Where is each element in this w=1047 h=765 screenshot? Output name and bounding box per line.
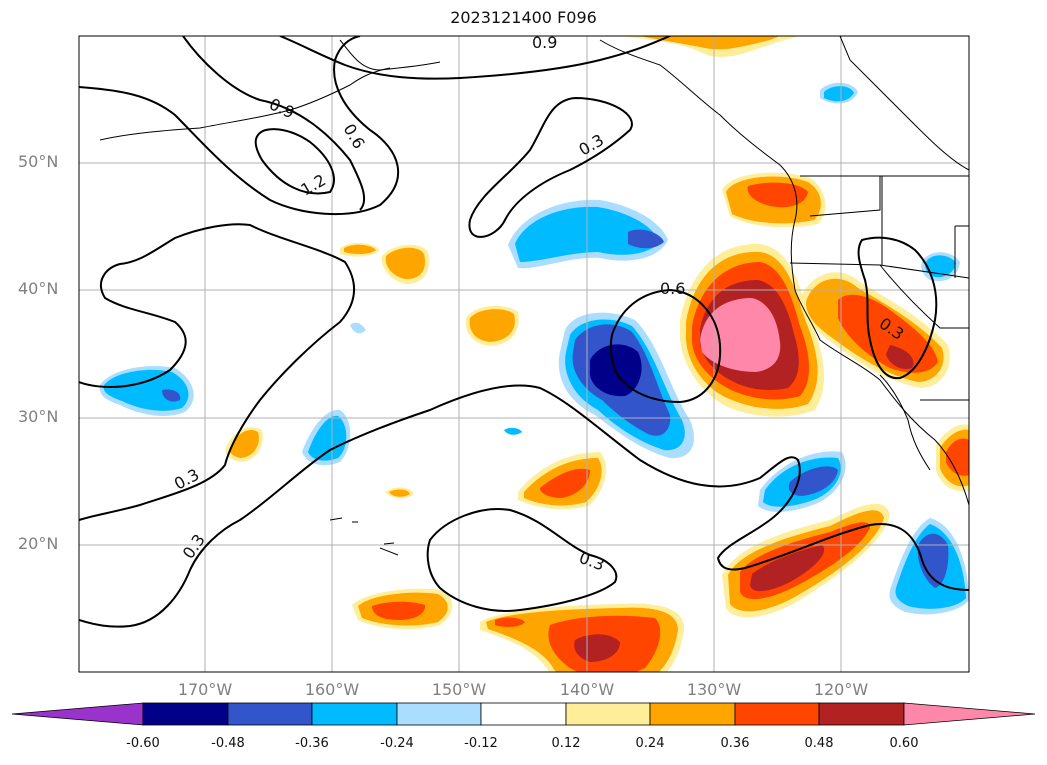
colorbar-bin — [565, 702, 651, 726]
colorbar-bin — [311, 702, 398, 726]
colorbar-tick-label: -0.36 — [295, 736, 329, 751]
lon-label-140w: 140°W — [559, 680, 615, 699]
colorbar-extend-high — [903, 702, 1036, 726]
colorbar-tick-label: 0.24 — [635, 736, 665, 751]
contour-label: 0.6 — [660, 279, 685, 298]
colorbar-tick-label: 0.48 — [804, 736, 834, 751]
colorbar-bin — [227, 702, 313, 726]
colorbar-tick-label: -0.12 — [464, 736, 498, 751]
colorbar-tick-label: 0.12 — [551, 736, 581, 751]
lon-label-120w: 120°W — [813, 680, 869, 699]
colorbar-bin — [649, 702, 736, 726]
colorbar-tick-label: -0.60 — [126, 736, 160, 751]
colorbar-bin — [142, 702, 229, 726]
colorbar-tick-label: 0.36 — [720, 736, 750, 751]
lat-label-20n: 20°N — [18, 534, 59, 553]
map-title: 2023121400 F096 — [450, 8, 597, 27]
coastlines — [99, 36, 969, 556]
contour-lines — [79, 36, 969, 628]
lon-label-150w: 150°W — [431, 680, 487, 699]
colorbar — [11, 702, 1036, 726]
map-frame — [78, 35, 970, 673]
colorbar-tick-label: -0.24 — [380, 736, 414, 751]
colorbar-tick-label: 0.60 — [889, 736, 919, 751]
lat-label-30n: 30°N — [18, 407, 59, 426]
lon-label-170w: 170°W — [177, 680, 233, 699]
colorbar-tick-label: -0.48 — [211, 736, 245, 751]
lon-label-130w: 130°W — [686, 680, 742, 699]
lat-label-40n: 40°N — [18, 279, 59, 298]
colorbar-bin — [396, 702, 482, 726]
map-panel: 0.9 0.9 0.6 1.2 0.3 0.6 0.3 0.3 0.3 0.3 — [79, 33, 969, 672]
lat-label-50n: 50°N — [18, 152, 59, 171]
lon-label-160w: 160°W — [304, 680, 360, 699]
colorbar-bin — [818, 702, 905, 726]
colorbar-extend-low — [11, 702, 144, 726]
colorbar-bin — [480, 702, 567, 726]
colorbar-bin — [734, 702, 820, 726]
contour-label: 0.9 — [532, 33, 557, 52]
